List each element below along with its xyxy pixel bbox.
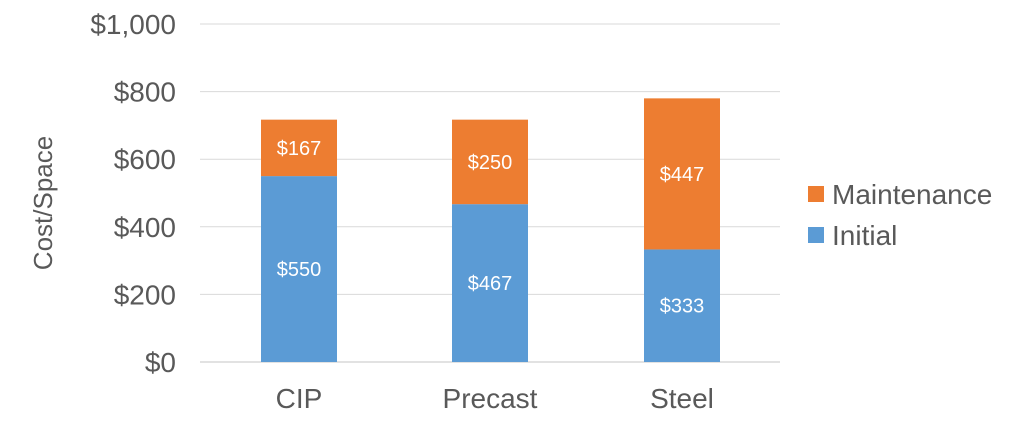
data-label: $250 bbox=[468, 152, 513, 174]
x-category-label: Precast bbox=[443, 383, 538, 414]
bars bbox=[261, 98, 720, 362]
data-label: $447 bbox=[660, 164, 705, 186]
data-label: $167 bbox=[277, 138, 322, 160]
x-category-label: CIP bbox=[276, 383, 323, 414]
y-tick-label: $800 bbox=[114, 77, 176, 108]
bar-maintenance-steel bbox=[644, 98, 720, 250]
data-label: $333 bbox=[660, 296, 705, 318]
y-tick-label: $0 bbox=[145, 347, 176, 378]
bar-maintenance-precast bbox=[452, 119, 528, 205]
bar-initial-cip bbox=[261, 176, 337, 362]
y-axis-ticks: $0 $200 $400 $600 $800 $1,000 bbox=[90, 9, 176, 378]
bar-maintenance-cip bbox=[261, 119, 337, 177]
data-label: $550 bbox=[277, 259, 322, 281]
y-tick-label: $1,000 bbox=[90, 9, 176, 40]
y-tick-label: $600 bbox=[114, 144, 176, 175]
y-axis-title: Cost/Space bbox=[28, 136, 58, 270]
x-axis-categories: CIP Precast Steel bbox=[276, 383, 714, 414]
bar-initial-steel bbox=[644, 249, 720, 362]
legend-label-maintenance: Maintenance bbox=[832, 179, 992, 210]
y-tick-label: $400 bbox=[114, 212, 176, 243]
y-tick-label: $200 bbox=[114, 279, 176, 310]
legend-swatch-initial bbox=[808, 227, 824, 243]
legend-label-initial: Initial bbox=[832, 220, 897, 251]
data-label: $467 bbox=[468, 273, 513, 295]
x-category-label: Steel bbox=[650, 383, 714, 414]
bar-initial-precast bbox=[452, 204, 528, 362]
legend: Maintenance Initial bbox=[808, 179, 992, 251]
legend-swatch-maintenance bbox=[808, 186, 824, 202]
data-labels: $550 $167 $467 $250 $333 $447 bbox=[277, 138, 705, 318]
